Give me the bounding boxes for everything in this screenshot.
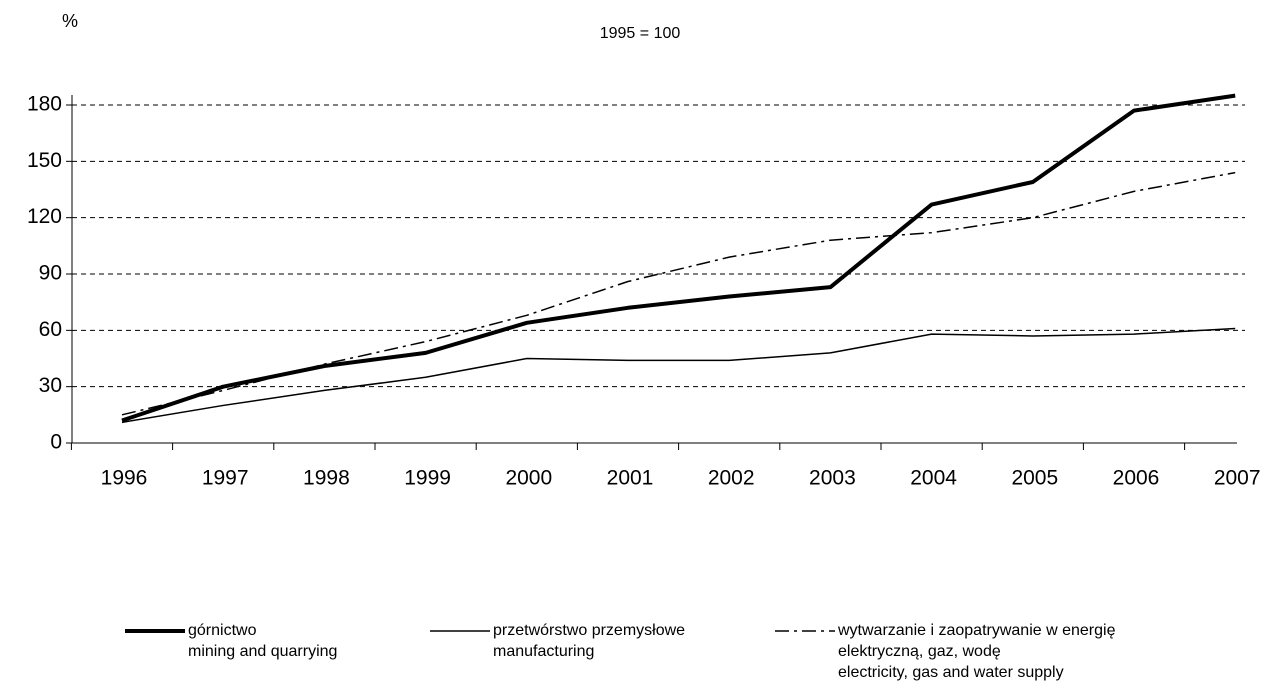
x-tick-label: 2002 <box>708 467 755 490</box>
y-tick-label: 0 <box>50 431 62 454</box>
x-tick-label: 2003 <box>809 467 856 490</box>
x-tick-label: 1998 <box>303 467 350 490</box>
series-line <box>121 171 1236 416</box>
y-tick-label: 90 <box>39 262 62 285</box>
x-tick-label: 2004 <box>910 467 957 490</box>
y-tick-label: 30 <box>39 374 62 397</box>
y-tick-label: 60 <box>39 318 62 341</box>
x-tick-label: 2007 <box>1214 467 1261 490</box>
legend-label: wytwarzanie i zaopatrywanie w energię el… <box>838 622 1116 681</box>
y-axis-label: % <box>62 11 78 31</box>
legend-label: górnictwo mining and quarrying <box>188 622 338 660</box>
y-tick-label: 180 <box>27 93 62 116</box>
x-tick-label: 1999 <box>404 467 451 490</box>
legend-label: przetwórstwo przemysłowe manufacturing <box>493 622 686 660</box>
x-tick-label: 2005 <box>1011 467 1058 490</box>
x-tick-label: 1997 <box>202 467 249 490</box>
subtitle: 1995 = 100 <box>600 25 681 42</box>
x-tick-label: 1996 <box>101 467 148 490</box>
x-tick-label: 2001 <box>607 467 654 490</box>
y-tick-label: 150 <box>27 149 62 172</box>
x-tick-label: 2000 <box>505 467 552 490</box>
x-tick-label: 2006 <box>1113 467 1160 490</box>
y-tick-label: 120 <box>27 205 62 228</box>
series-line <box>121 327 1236 424</box>
series-line <box>121 93 1236 423</box>
